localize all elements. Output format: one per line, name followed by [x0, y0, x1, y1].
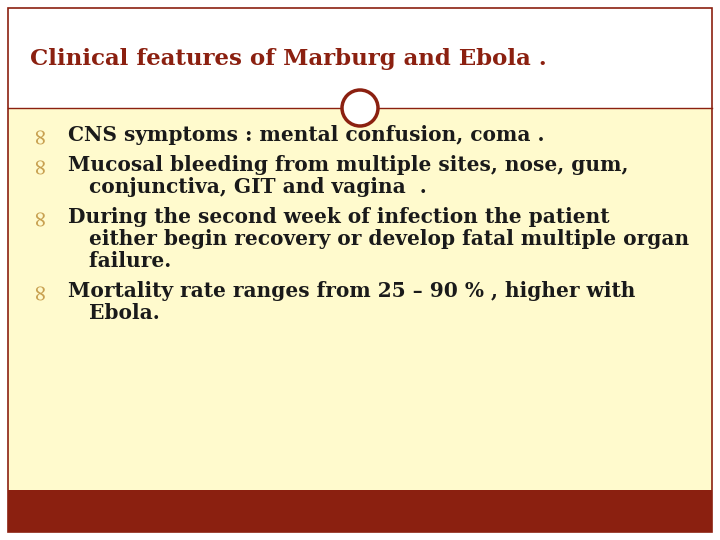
Text: Clinical features of Marburg and Ebola .: Clinical features of Marburg and Ebola .: [30, 48, 546, 70]
Circle shape: [343, 91, 377, 125]
FancyBboxPatch shape: [8, 490, 712, 532]
Text: ∞: ∞: [28, 281, 50, 300]
Text: CNS symptoms : mental confusion, coma .: CNS symptoms : mental confusion, coma .: [68, 125, 544, 145]
Text: ∞: ∞: [28, 207, 50, 226]
Text: either begin recovery or develop fatal multiple organ: either begin recovery or develop fatal m…: [68, 229, 689, 249]
Text: ∞: ∞: [28, 155, 50, 174]
Text: Mucosal bleeding from multiple sites, nose, gum,: Mucosal bleeding from multiple sites, no…: [68, 155, 629, 175]
Text: Mortality rate ranges from 25 – 90 % , higher with: Mortality rate ranges from 25 – 90 % , h…: [68, 281, 635, 301]
Text: ∞: ∞: [28, 125, 50, 144]
FancyBboxPatch shape: [8, 108, 712, 490]
Text: Ebola.: Ebola.: [68, 303, 160, 323]
Text: During the second week of infection the patient: During the second week of infection the …: [68, 207, 610, 227]
Text: conjunctiva, GIT and vagina  .: conjunctiva, GIT and vagina .: [68, 177, 427, 197]
Text: failure.: failure.: [68, 251, 171, 271]
FancyBboxPatch shape: [8, 8, 712, 110]
